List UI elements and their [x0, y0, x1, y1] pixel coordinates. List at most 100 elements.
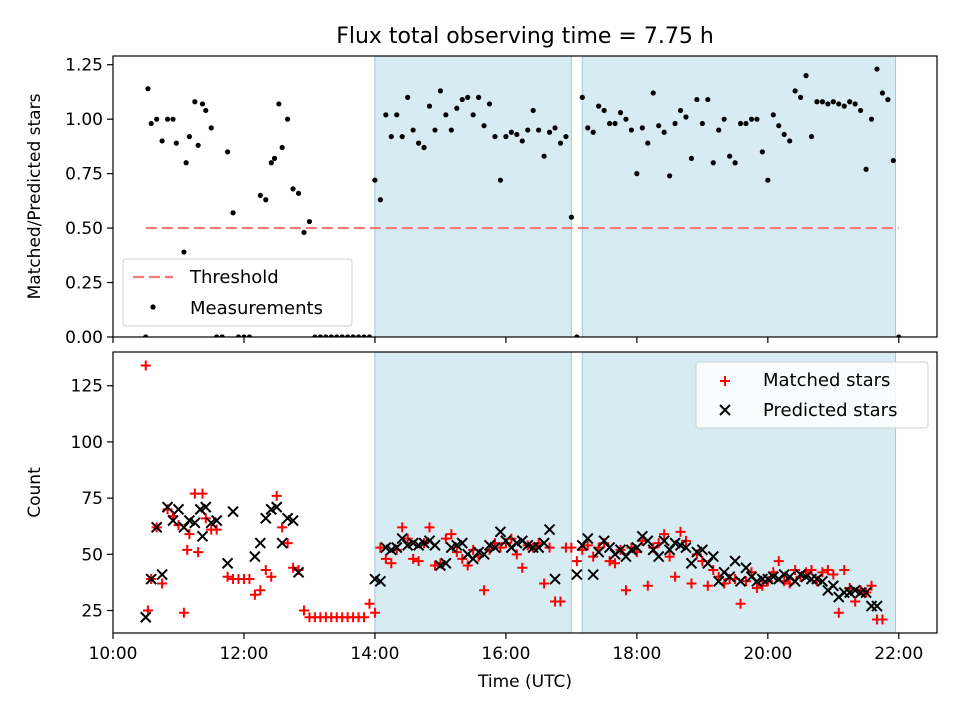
measurement-point: [421, 144, 427, 151]
legend-threshold-label: Threshold: [189, 267, 279, 288]
matched-star-point: [369, 607, 380, 618]
measurement-point: [705, 96, 711, 103]
measurement-point: [183, 160, 189, 166]
matched-star-point: [266, 571, 277, 582]
matched-star-point: [380, 553, 391, 564]
matched-star-point: [751, 583, 762, 594]
measurement-point: [377, 197, 383, 203]
predicted-star-point: [196, 530, 209, 543]
x-tick-label: 10:00: [89, 644, 138, 664]
predicted-star-point: [860, 586, 872, 599]
measurement-point: [579, 94, 585, 100]
measurement-point: [563, 133, 569, 140]
measurement-point: [694, 96, 700, 103]
x-tick-label: 12:00: [219, 644, 268, 664]
measurement-point: [170, 116, 176, 122]
measurement-point: [732, 160, 738, 166]
predicted-star-point: [227, 505, 239, 518]
matched-star-point: [839, 565, 850, 576]
matched-star-point: [620, 585, 631, 596]
measurement-point: [645, 140, 651, 146]
measurement-point: [672, 120, 678, 127]
measurement-point: [896, 334, 902, 337]
matched-star-point: [664, 551, 675, 562]
x-tick-label: 14:00: [350, 644, 399, 664]
measurement-point: [181, 249, 187, 255]
matched-star-point: [193, 547, 204, 558]
measurement-point: [568, 214, 574, 220]
measurement-point: [748, 116, 755, 122]
predicted-star-point: [161, 501, 174, 513]
matched-star-point: [659, 529, 670, 540]
predicted-star-point: [571, 568, 583, 581]
measurement-point: [519, 138, 525, 144]
measurement-point: [235, 334, 242, 337]
predicted-star-point: [429, 539, 441, 552]
predicted-star-point: [145, 573, 157, 585]
matched-star-point: [375, 542, 386, 553]
predicted-star-point: [652, 550, 665, 563]
measurement-point: [448, 127, 454, 133]
y-tick-label: 1.25: [65, 56, 103, 76]
predicted-star-point: [871, 600, 883, 612]
predicted-star-point: [271, 501, 283, 513]
measurement-point: [863, 166, 869, 172]
y-axis-label: Count: [25, 467, 45, 518]
measurement-point: [199, 101, 206, 107]
predicted-star-point: [549, 573, 561, 585]
measurement-point: [743, 120, 749, 127]
predicted-star-point: [200, 501, 212, 513]
matched-star-point: [298, 605, 309, 616]
matched-star-point: [184, 529, 195, 540]
matched-star-point: [271, 490, 282, 501]
y-axis-label: Matched/Predicted stars: [25, 93, 45, 299]
measurement-point: [525, 127, 531, 133]
measurement-point: [355, 334, 362, 337]
matched-star-point: [555, 596, 566, 607]
measurement-point: [514, 131, 520, 138]
matched-star-point: [140, 360, 151, 371]
measurement-point: [879, 90, 886, 96]
matched-star-point: [833, 607, 844, 618]
measurement-point: [295, 190, 302, 196]
measurement-point: [847, 99, 853, 105]
measurement-point: [263, 197, 269, 203]
measurement-point: [688, 155, 695, 161]
y-tick-label: 0.00: [65, 328, 103, 348]
measurement-point: [203, 107, 209, 114]
measurement-point: [858, 107, 864, 114]
measurement-point: [710, 160, 716, 166]
measurement-point: [443, 112, 449, 118]
predicted-star-point: [150, 521, 163, 534]
measurement-point: [612, 120, 618, 127]
predicted-star-point: [494, 526, 507, 538]
measurement-point: [328, 334, 334, 337]
measurement-point: [159, 138, 165, 144]
measurement-point: [394, 112, 400, 118]
matched-star-point: [708, 565, 719, 576]
matched-star-point: [866, 580, 877, 591]
matched-star-point: [182, 544, 193, 555]
matched-star-point: [582, 540, 593, 551]
measurement-point: [486, 101, 493, 107]
axes-frame: [112, 55, 938, 338]
predicted-star-point: [292, 566, 305, 579]
measurement-point: [667, 173, 673, 179]
measurement-point: [459, 96, 465, 103]
measurement-point: [776, 123, 782, 129]
matched-star-point: [877, 614, 888, 625]
measurement-point: [699, 120, 705, 127]
matched-star-point: [157, 578, 168, 589]
chart-title: Flux total observing time = 7.75 h: [336, 24, 714, 49]
measurement-point: [836, 101, 842, 107]
predicted-star-point: [489, 541, 501, 554]
measurement-point: [830, 99, 836, 105]
measurement-point: [497, 177, 504, 183]
matched-star-point: [604, 556, 615, 567]
measurement-point: [596, 103, 602, 109]
predicted-star-point: [696, 544, 709, 556]
y-tick-label: 50: [81, 545, 103, 565]
measurement-point: [787, 138, 793, 144]
measurement-point: [470, 112, 476, 118]
measurement-point: [312, 334, 318, 337]
